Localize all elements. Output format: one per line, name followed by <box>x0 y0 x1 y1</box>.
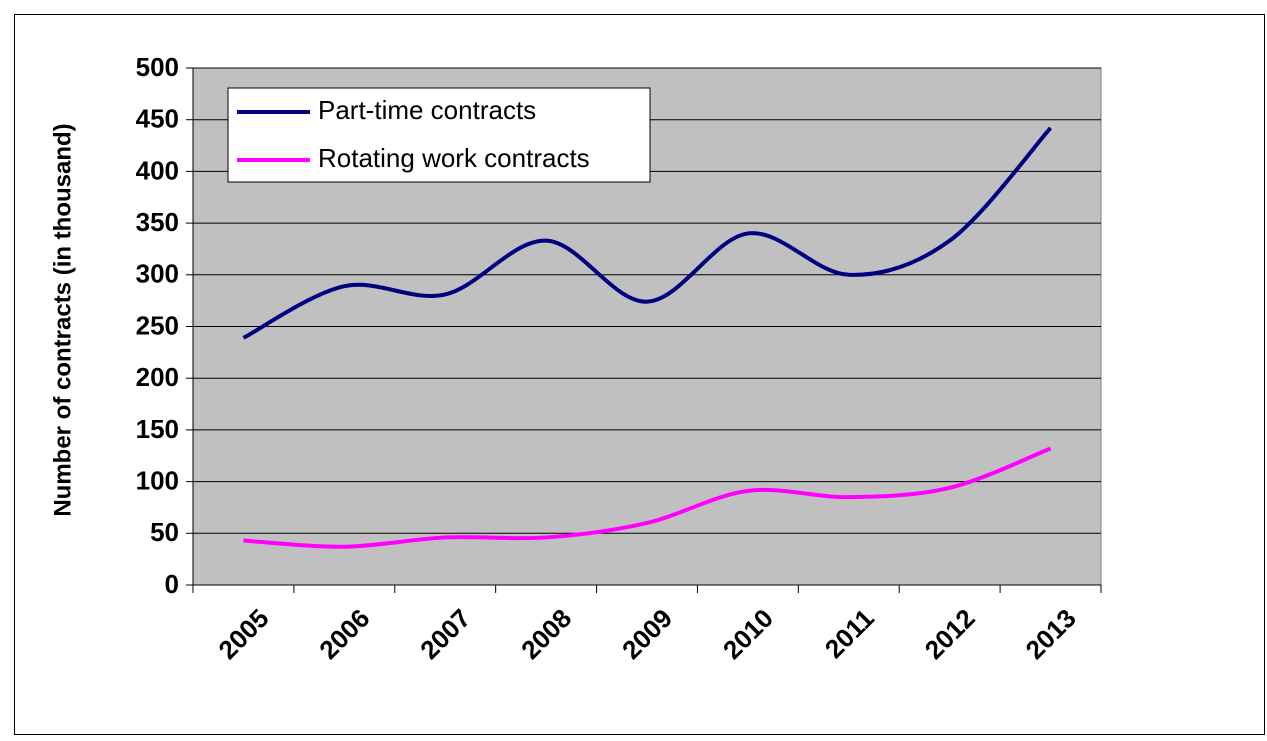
y-tick-label: 300 <box>136 259 179 289</box>
y-axis-label: Number of contracts (in thousand) <box>49 123 76 516</box>
legend-label: Rotating work contracts <box>318 143 590 173</box>
y-tick-label: 400 <box>136 155 179 185</box>
y-tick-label: 100 <box>136 465 179 495</box>
legend-box <box>227 87 651 183</box>
y-tick-label: 0 <box>165 569 179 599</box>
y-tick-label: 500 <box>136 52 179 82</box>
y-tick-label: 150 <box>136 414 179 444</box>
y-tick-label: 350 <box>136 207 179 237</box>
y-tick-label: 450 <box>136 104 179 134</box>
series-line <box>242 126 1053 340</box>
legend-label: Part-time contracts <box>318 95 536 125</box>
y-tick-label: 200 <box>136 362 179 392</box>
y-tick-label: 250 <box>136 310 179 340</box>
y-tick-label: 50 <box>150 517 179 547</box>
series-line <box>243 446 1052 549</box>
